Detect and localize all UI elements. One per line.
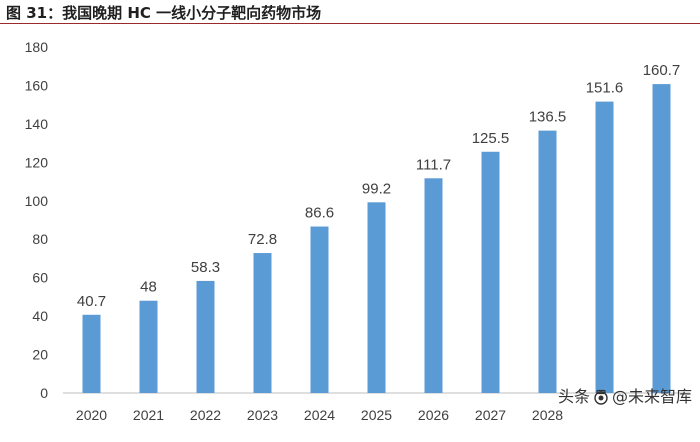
x-tick-label: 2022 bbox=[190, 407, 221, 423]
watermark-right-text: @未来智库 bbox=[612, 387, 693, 406]
x-tick-label: 2024 bbox=[304, 407, 335, 423]
y-tick-label: 20 bbox=[32, 347, 48, 363]
data-label: 111.7 bbox=[416, 156, 451, 173]
data-label: 48 bbox=[140, 279, 157, 296]
bar bbox=[652, 84, 671, 394]
data-label: 151.6 bbox=[586, 80, 624, 97]
x-tick-label: 2028 bbox=[532, 407, 563, 423]
title-divider bbox=[0, 23, 700, 24]
bar bbox=[367, 202, 386, 393]
bar bbox=[310, 226, 329, 393]
data-label: 136.5 bbox=[529, 109, 567, 126]
x-tick-label: 2026 bbox=[418, 407, 449, 423]
data-label: 125.5 bbox=[472, 130, 510, 147]
y-tick-label: 180 bbox=[25, 39, 49, 55]
y-tick-label: 120 bbox=[25, 154, 49, 170]
bar bbox=[595, 101, 614, 393]
x-tick-label: 2027 bbox=[475, 407, 506, 423]
data-label: 86.6 bbox=[305, 205, 334, 222]
y-tick-label: 40 bbox=[32, 308, 48, 324]
x-tick-label: 2025 bbox=[361, 407, 392, 423]
watermark: 头条 @未来智库 bbox=[558, 383, 692, 407]
x-tick-label: 2023 bbox=[247, 407, 278, 423]
y-tick-label: 60 bbox=[32, 270, 48, 286]
chart-title: 图 31：我国晚期 HC 一线小分子靶向药物市场 bbox=[6, 4, 322, 22]
watermark-left-text: 头条 bbox=[558, 387, 591, 406]
y-tick-label: 100 bbox=[25, 193, 49, 209]
bar bbox=[82, 314, 101, 393]
bar bbox=[481, 151, 500, 393]
data-label: 99.2 bbox=[362, 180, 391, 197]
y-tick-label: 80 bbox=[32, 231, 48, 247]
camera-icon bbox=[592, 389, 610, 405]
bar bbox=[253, 253, 272, 393]
bar bbox=[196, 280, 215, 393]
data-label: 72.8 bbox=[248, 231, 277, 248]
y-tick-label: 140 bbox=[25, 116, 49, 132]
x-tick-label: 2021 bbox=[133, 407, 164, 423]
data-label: 58.3 bbox=[191, 259, 220, 276]
y-tick-label: 0 bbox=[40, 385, 48, 401]
data-label: 160.7 bbox=[643, 62, 681, 79]
data-label: 40.7 bbox=[77, 293, 106, 310]
bar bbox=[538, 130, 557, 393]
x-tick-label: 2020 bbox=[76, 407, 107, 423]
y-tick-label: 160 bbox=[25, 77, 49, 93]
bar bbox=[424, 178, 443, 393]
bar bbox=[139, 300, 158, 393]
